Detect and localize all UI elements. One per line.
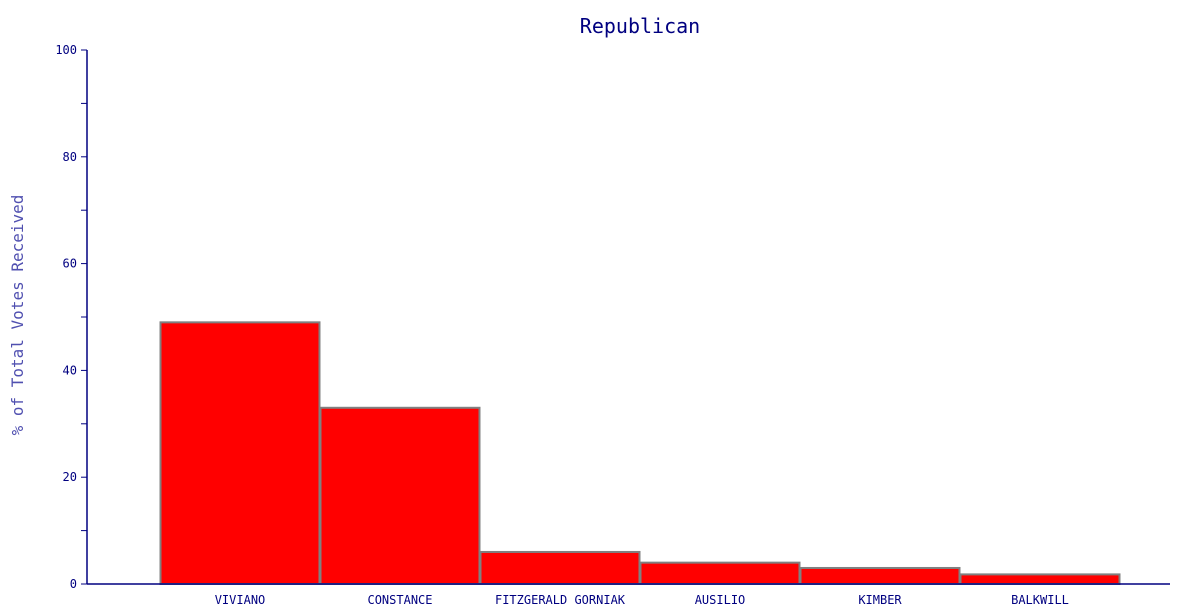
x-tick-label: FITZGERALD GORNIAK	[495, 593, 626, 607]
x-tick-label: VIVIANO	[215, 593, 266, 607]
y-tick-label: 20	[63, 470, 77, 484]
y-tick-label: 80	[63, 150, 77, 164]
chart-title: Republican	[580, 14, 700, 38]
bar-viviano	[159, 321, 321, 585]
y-tick-label: 0	[70, 577, 77, 591]
x-tick-label: KIMBER	[858, 593, 902, 607]
x-tick-label: CONSTANCE	[367, 593, 432, 607]
x-tick-label: BALKWILL	[1011, 593, 1069, 607]
x-tick-labels: VIVIANO CONSTANCE FITZGERALD GORNIAK AUSILI…	[215, 593, 1069, 607]
y-axis-label: % of Total Votes Received	[8, 195, 27, 436]
bar-fitzgerald-gorniak	[479, 550, 641, 586]
bar-balkwill	[959, 573, 1121, 585]
ticks-layer: 0 20 40 60 80 100	[55, 43, 87, 591]
bar-ausilio	[639, 561, 801, 586]
y-tick-label: 100	[55, 43, 77, 57]
bars-layer	[159, 321, 1121, 586]
y-tick-label: 40	[63, 363, 77, 377]
bar-kimber	[799, 566, 961, 585]
y-tick-label: 60	[63, 257, 77, 271]
bar-constance	[319, 406, 481, 585]
x-tick-label: AUSILIO	[695, 593, 746, 607]
